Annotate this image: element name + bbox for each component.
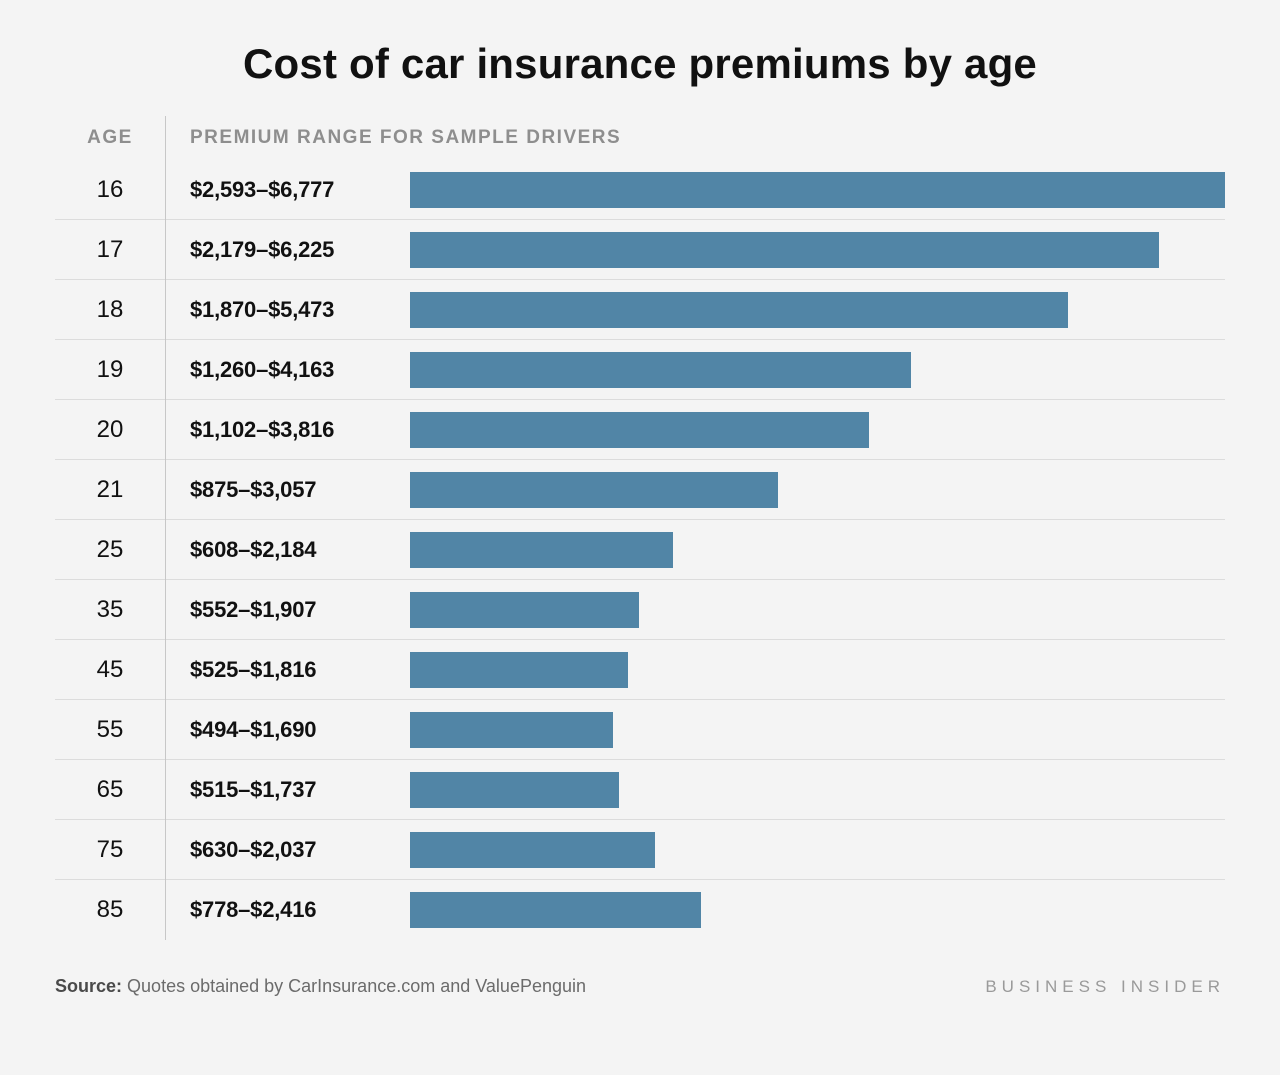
age-cell: 75 — [55, 820, 165, 880]
bar-track — [410, 772, 1225, 808]
bar-track — [410, 652, 1225, 688]
brand-label: BUSINESS INSIDER — [985, 977, 1225, 997]
age-cell: 19 — [55, 340, 165, 400]
bar-track — [410, 352, 1225, 388]
data-row: $778–$2,416 — [166, 880, 1225, 940]
chart-title: Cost of car insurance premiums by age — [55, 40, 1225, 88]
column-header-age: AGE — [55, 116, 165, 160]
bar — [410, 472, 778, 508]
age-cell: 21 — [55, 460, 165, 520]
range-label: $875–$3,057 — [190, 477, 390, 503]
bar — [410, 232, 1159, 268]
age-cell: 20 — [55, 400, 165, 460]
bar-track — [410, 472, 1225, 508]
range-label: $552–$1,907 — [190, 597, 390, 623]
range-label: $1,870–$5,473 — [190, 297, 390, 323]
age-cell: 55 — [55, 700, 165, 760]
age-cell: 45 — [55, 640, 165, 700]
data-row: $608–$2,184 — [166, 520, 1225, 580]
bar — [410, 412, 869, 448]
bar — [410, 292, 1068, 328]
premium-chart: AGE PREMIUM RANGE FOR SAMPLE DRIVERS 16 $… — [55, 116, 1225, 940]
bar — [410, 772, 619, 808]
age-cell: 17 — [55, 220, 165, 280]
bar — [410, 652, 628, 688]
bar — [410, 172, 1225, 208]
bar — [410, 352, 911, 388]
range-label: $515–$1,737 — [190, 777, 390, 803]
age-cell: 35 — [55, 580, 165, 640]
data-row: $1,870–$5,473 — [166, 280, 1225, 340]
range-label: $778–$2,416 — [190, 897, 390, 923]
bar-track — [410, 592, 1225, 628]
data-row: $515–$1,737 — [166, 760, 1225, 820]
bar-track — [410, 712, 1225, 748]
range-label: $525–$1,816 — [190, 657, 390, 683]
range-label: $2,179–$6,225 — [190, 237, 390, 263]
age-cell: 18 — [55, 280, 165, 340]
data-row: $1,102–$3,816 — [166, 400, 1225, 460]
bar-track — [410, 532, 1225, 568]
source-line: Source: Quotes obtained by CarInsurance.… — [55, 976, 586, 997]
data-row: $875–$3,057 — [166, 460, 1225, 520]
bar-track — [410, 832, 1225, 868]
range-label: $630–$2,037 — [190, 837, 390, 863]
source-label: Source: — [55, 976, 122, 996]
data-row: $2,593–$6,777 — [166, 160, 1225, 220]
column-header-range: PREMIUM RANGE FOR SAMPLE DRIVERS — [166, 116, 1225, 160]
range-label: $494–$1,690 — [190, 717, 390, 743]
bar-track — [410, 292, 1225, 328]
bar-track — [410, 892, 1225, 928]
range-label: $1,260–$4,163 — [190, 357, 390, 383]
data-row: $552–$1,907 — [166, 580, 1225, 640]
age-cell: 16 — [55, 160, 165, 220]
age-cell: 65 — [55, 760, 165, 820]
bar-track — [410, 172, 1225, 208]
data-row: $1,260–$4,163 — [166, 340, 1225, 400]
source-text: Quotes obtained by CarInsurance.com and … — [127, 976, 586, 996]
data-row: $2,179–$6,225 — [166, 220, 1225, 280]
data-row: $494–$1,690 — [166, 700, 1225, 760]
data-row: $525–$1,816 — [166, 640, 1225, 700]
bar — [410, 832, 655, 868]
bar-track — [410, 232, 1225, 268]
age-cell: 25 — [55, 520, 165, 580]
range-label: $608–$2,184 — [190, 537, 390, 563]
bar-track — [410, 412, 1225, 448]
range-label: $1,102–$3,816 — [190, 417, 390, 443]
bar — [410, 532, 673, 568]
range-label: $2,593–$6,777 — [190, 177, 390, 203]
bar — [410, 592, 639, 628]
chart-footer: Source: Quotes obtained by CarInsurance.… — [55, 976, 1225, 997]
bar — [410, 712, 613, 748]
age-cell: 85 — [55, 880, 165, 940]
data-row: $630–$2,037 — [166, 820, 1225, 880]
bar — [410, 892, 701, 928]
